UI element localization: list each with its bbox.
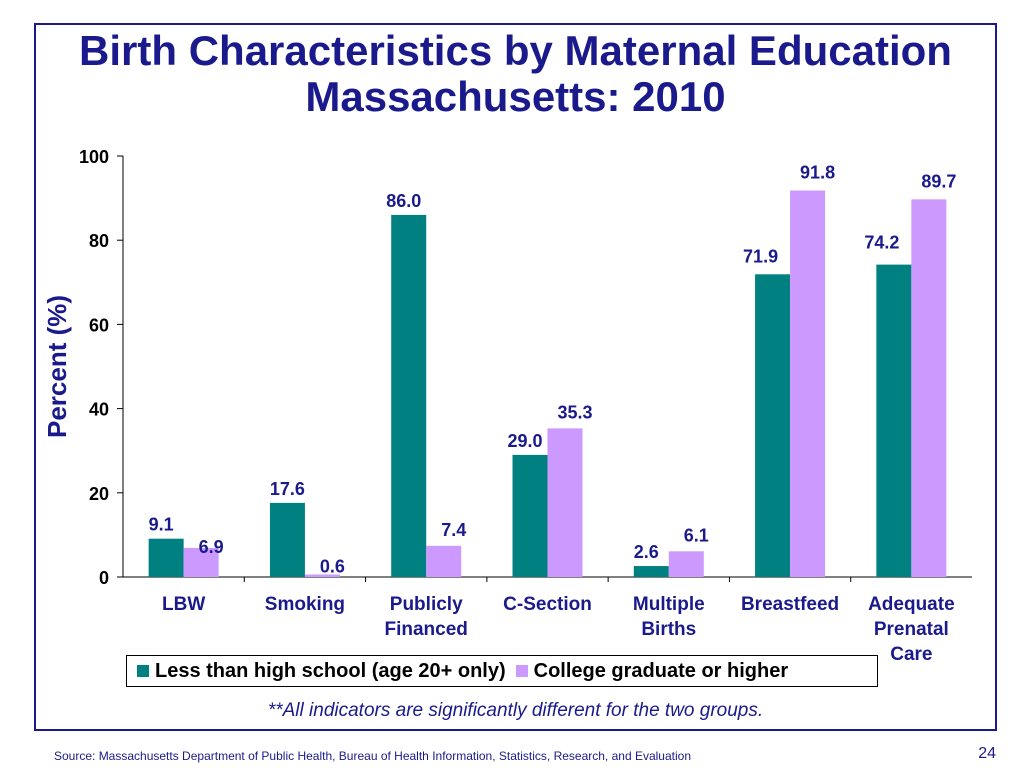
slide-frame: [34, 23, 997, 731]
data-label: 86.0: [386, 191, 421, 211]
significance-note: **All indicators are significantly diffe…: [267, 700, 764, 721]
data-label: 71.9: [743, 246, 778, 266]
y-axis-title: Percent (%): [42, 295, 72, 438]
bar-less-than-high-school: [755, 274, 791, 577]
data-label: 89.7: [921, 171, 956, 191]
legend-item-series2: College graduate or higher: [515, 659, 789, 683]
bar-college-graduate: [426, 545, 462, 577]
data-label: 7.4: [441, 520, 466, 540]
bar-less-than-high-school: [148, 538, 184, 577]
bar-less-than-high-school: [633, 566, 669, 577]
bar-college-graduate: [183, 547, 219, 577]
x-category-label: Adequate: [868, 594, 955, 615]
y-tick-label: 40: [89, 400, 109, 420]
x-category-label: Financed: [385, 619, 468, 640]
x-category-label: LBW: [162, 594, 205, 615]
legend-label-series1: Less than high school (age 20+ only): [155, 659, 506, 682]
bar-college-graduate: [911, 199, 947, 577]
x-category-label: Publicly: [390, 594, 463, 615]
x-category-label: C-Section: [503, 594, 592, 615]
bar-less-than-high-school: [876, 264, 912, 577]
x-category-label: Smoking: [265, 594, 345, 615]
page-number: 24: [978, 745, 996, 762]
data-label: 6.9: [199, 537, 224, 557]
data-label: 74.2: [864, 233, 899, 253]
bar-less-than-high-school: [391, 214, 427, 577]
y-tick-label: 60: [89, 315, 109, 335]
data-label: 91.8: [800, 163, 835, 183]
legend-swatch-series2: [515, 665, 528, 677]
slide-title-line1: Birth Characteristics by Maternal Educat…: [79, 27, 952, 74]
y-tick-label: 100: [79, 147, 109, 167]
legend-label-series2: College graduate or higher: [533, 659, 789, 682]
y-tick-label: 20: [89, 484, 109, 504]
data-label: 35.3: [557, 402, 592, 422]
data-label: 29.0: [507, 431, 542, 451]
y-tick-label: 80: [89, 231, 109, 251]
bar-less-than-high-school: [269, 502, 305, 577]
data-label: 9.1: [149, 515, 174, 535]
slide-title-line2: Massachusetts: 2010: [305, 73, 726, 120]
x-category-label: Prenatal: [874, 619, 949, 640]
data-label: 2.6: [634, 542, 659, 562]
bar-college-graduate: [304, 574, 340, 577]
source-citation: Source: Massachusetts Department of Publ…: [54, 749, 691, 763]
x-category-label: Breastfeed: [741, 594, 839, 615]
x-category-label: Care: [890, 644, 932, 665]
bar-college-graduate: [668, 551, 704, 577]
data-label: 17.6: [270, 479, 305, 499]
y-tick-label: 0: [99, 568, 109, 588]
data-label: 0.6: [320, 556, 345, 576]
chart-legend: Less than high school (age 20+ only) Col…: [126, 655, 878, 687]
bar-less-than-high-school: [512, 454, 548, 577]
legend-item-series1: Less than high school (age 20+ only): [137, 660, 506, 683]
bar-college-graduate: [790, 190, 826, 577]
x-category-label: Multiple: [633, 594, 705, 615]
bar-college-graduate: [547, 428, 583, 577]
x-category-label: Births: [641, 619, 696, 640]
data-label: 6.1: [684, 525, 709, 545]
legend-swatch-series1: [137, 665, 149, 677]
